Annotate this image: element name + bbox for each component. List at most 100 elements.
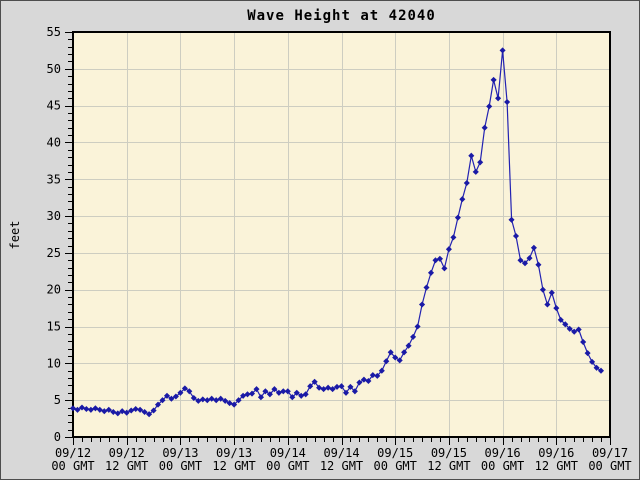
data-point-marker — [378, 367, 385, 374]
y-tick-label: 20 — [47, 283, 61, 297]
data-point-marker — [235, 397, 242, 404]
x-tick-label-date: 09/17 — [592, 446, 628, 460]
y-tick-label: 15 — [47, 320, 61, 334]
data-point-marker — [275, 389, 282, 396]
data-point-marker — [562, 321, 569, 328]
x-tick-label-date: 09/15 — [377, 446, 413, 460]
data-point-marker — [119, 408, 126, 415]
data-point-marker — [208, 395, 215, 402]
x-tick-label-time: 00 GMT — [51, 459, 94, 473]
x-tick-label-date: 09/13 — [162, 446, 198, 460]
data-point-marker — [548, 289, 555, 296]
data-point-marker — [123, 409, 130, 416]
data-point-marker — [360, 376, 367, 383]
data-point-marker — [110, 408, 117, 416]
y-tick-label: 55 — [47, 25, 61, 39]
data-point-marker — [597, 367, 605, 374]
x-tick-label-date: 09/15 — [431, 446, 467, 460]
data-point-marker — [571, 328, 578, 335]
data-point-marker — [159, 397, 166, 404]
y-tick-label: 25 — [47, 246, 61, 260]
data-point-marker — [293, 389, 300, 396]
data-point-marker — [580, 338, 587, 346]
data-point-marker — [427, 269, 435, 276]
data-point-marker — [83, 405, 90, 413]
data-point-marker — [204, 397, 211, 404]
data-point-marker — [186, 388, 193, 395]
data-point-marker — [325, 384, 332, 391]
x-tick-label-date: 09/13 — [216, 446, 252, 460]
data-point-marker — [253, 386, 260, 393]
data-point-marker — [329, 386, 336, 393]
data-point-marker — [445, 246, 452, 253]
y-tick-label: 30 — [47, 209, 61, 223]
data-point-marker — [499, 47, 506, 54]
data-point-marker — [87, 406, 94, 413]
data-point-marker — [298, 392, 305, 399]
data-point-marker — [154, 401, 162, 408]
data-point-marker — [266, 391, 273, 398]
x-tick-label-date: 09/12 — [109, 446, 145, 460]
x-tick-label-date: 09/12 — [55, 446, 91, 460]
y-tick-label: 50 — [47, 62, 61, 76]
data-point-marker — [410, 333, 417, 340]
data-point-marker — [477, 159, 484, 166]
data-point-marker — [316, 384, 323, 391]
y-tick-label: 0 — [54, 430, 61, 444]
data-point-marker — [213, 397, 220, 404]
data-point-marker — [280, 388, 287, 395]
data-point-marker — [508, 216, 515, 223]
data-point-marker — [199, 396, 206, 403]
plot-area — [73, 32, 610, 437]
data-point-marker — [553, 305, 560, 312]
data-point-marker — [114, 410, 121, 417]
data-point-marker — [150, 407, 157, 414]
data-point-marker — [311, 378, 318, 385]
data-point-marker — [566, 325, 573, 332]
x-tick-label-time: 00 GMT — [588, 459, 631, 473]
data-point-marker — [222, 397, 229, 404]
data-point-marker — [69, 405, 77, 412]
data-point-marker — [96, 406, 103, 413]
data-point-marker — [593, 364, 600, 371]
data-point-marker — [392, 354, 399, 361]
data-point-marker — [320, 386, 327, 393]
data-point-marker — [338, 383, 345, 390]
data-point-marker — [396, 357, 403, 364]
data-point-marker — [356, 379, 363, 386]
x-tick-label-time: 12 GMT — [212, 459, 255, 473]
data-point-marker — [544, 301, 551, 308]
data-point-marker — [105, 406, 112, 413]
data-point-marker — [374, 372, 381, 379]
data-point-marker — [468, 152, 475, 159]
data-point-marker — [289, 394, 296, 401]
data-point-marker — [486, 103, 493, 110]
data-point-marker — [226, 400, 233, 407]
data-point-marker — [481, 124, 488, 131]
data-point-marker — [557, 316, 564, 323]
data-point-marker — [302, 391, 309, 398]
chart-title: Wave Height at 42040 — [247, 8, 436, 24]
data-point-marker — [401, 349, 408, 356]
data-point-marker — [347, 383, 354, 390]
data-point-marker — [351, 388, 358, 395]
data-point-marker — [92, 405, 99, 412]
data-point-marker — [137, 406, 144, 413]
data-point-marker — [141, 408, 148, 416]
data-point-marker — [418, 301, 426, 308]
data-point-marker — [181, 385, 188, 392]
data-point-marker — [190, 394, 197, 402]
x-tick-label-time: 00 GMT — [266, 459, 309, 473]
data-point-marker — [240, 392, 247, 399]
data-point-marker — [432, 257, 439, 264]
data-point-marker — [195, 397, 202, 404]
x-tick-label-time: 00 GMT — [159, 459, 202, 473]
data-point-marker — [441, 265, 448, 272]
x-tick-label-time: 00 GMT — [481, 459, 524, 473]
data-point-marker — [74, 406, 81, 413]
data-point-marker — [146, 411, 153, 418]
data-point-marker — [575, 326, 582, 333]
data-point-marker — [284, 388, 291, 395]
data-point-marker — [383, 358, 390, 365]
